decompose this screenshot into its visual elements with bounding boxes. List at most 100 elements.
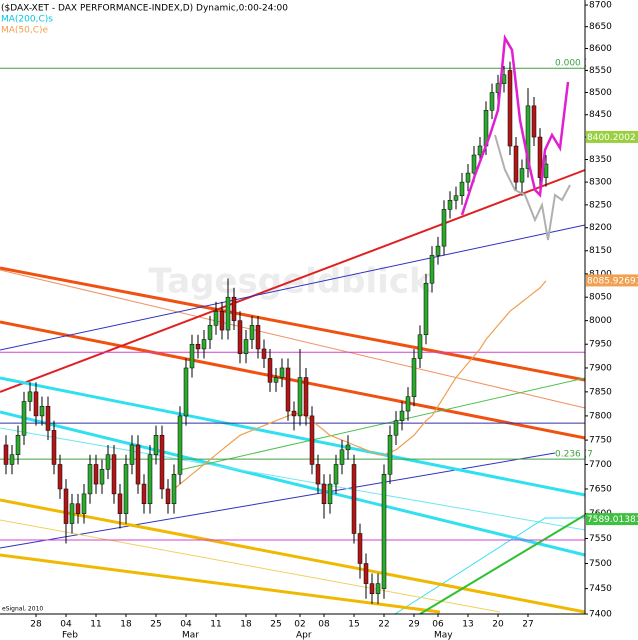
trend-line (0, 269, 586, 409)
candle-body (45, 406, 51, 431)
candle-body (255, 325, 261, 350)
candle-body (447, 200, 453, 210)
y-tick-label: 8600 (589, 44, 612, 54)
candle-body (195, 343, 201, 350)
candle-body (141, 483, 147, 505)
x-tick-label: 20 (492, 620, 504, 630)
candle-body (225, 296, 231, 331)
y-tick-label: 7450 (589, 584, 612, 594)
candle-body (183, 367, 189, 417)
projection-line (460, 34, 570, 216)
candle-body (303, 377, 309, 417)
candle-body (99, 469, 105, 485)
x-tick-label: 25 (150, 620, 161, 630)
candle-body (327, 483, 333, 505)
candle-body (207, 325, 213, 340)
trend-line (0, 266, 586, 382)
month-label: Mar (182, 631, 199, 640)
candle-body (153, 435, 159, 455)
candle-body (333, 464, 339, 485)
candle-body (489, 92, 495, 111)
candle-body (375, 583, 381, 594)
candle-body (159, 435, 165, 490)
x-tick-label: 06 (432, 620, 444, 630)
candle-body (243, 339, 249, 354)
candle-body (171, 473, 177, 505)
candle-body (441, 209, 447, 247)
y-tick-label: 8450 (589, 110, 612, 120)
candle-body (219, 310, 225, 331)
trend-line (0, 410, 586, 557)
trend-line (0, 169, 586, 393)
price-box (586, 274, 638, 287)
candle-body (63, 488, 69, 524)
credit: eSignal, 2010 (2, 606, 43, 613)
candle-body (285, 367, 291, 412)
x-tick-label: 27 (522, 620, 533, 630)
candle-body (189, 343, 195, 369)
price-box-label: 8085.92691 (587, 276, 638, 286)
y-tick-label: 8650 (589, 22, 612, 32)
ma-layer (173, 280, 547, 490)
price-box-label: 7589.01381 (587, 515, 638, 525)
x-tick-label: 18 (240, 620, 252, 630)
y-tick-label: 7750 (589, 436, 612, 446)
candle-body (513, 145, 519, 183)
month-label: Apr (296, 631, 312, 640)
x-tick-label: 04 (60, 620, 72, 630)
candle-body (357, 533, 363, 564)
y-tick-label: 7700 (589, 460, 612, 470)
candle-body (297, 377, 303, 417)
trend-line (0, 376, 586, 497)
trend-line (0, 452, 556, 549)
candle-body (81, 493, 87, 514)
candle-body (465, 172, 471, 183)
x-tick-label: 08 (318, 620, 330, 630)
month-label: Feb (62, 631, 78, 640)
y-tick-label: 7650 (589, 484, 612, 494)
y-tick-label: 7500 (589, 559, 612, 569)
candle-body (69, 503, 75, 524)
candle-body (21, 401, 27, 436)
level-label: 0.236 (7 (555, 450, 593, 460)
trend-line (179, 377, 586, 471)
price-box-label: 8400.2002 (587, 133, 636, 143)
trend-line (0, 224, 586, 351)
candle-body (87, 464, 93, 495)
x-tick-label: 02 (294, 620, 305, 630)
candle-body (387, 435, 393, 475)
candle-body (537, 136, 543, 178)
y-tick-label: 7950 (589, 340, 612, 350)
y-tick-label: 8250 (589, 200, 612, 210)
x-tick-label: 04 (180, 620, 192, 630)
y-tick-label: 8000 (589, 316, 612, 326)
level-layer: 0.000 ( 0.236 (7 (0, 59, 593, 541)
candle-body (147, 454, 153, 505)
candle-body (405, 396, 411, 412)
candle-body (309, 415, 315, 465)
candle-body (267, 358, 273, 383)
y-tick-label: 8700 (589, 1, 612, 11)
candle-body (381, 473, 387, 589)
candle-body (315, 464, 321, 485)
x-tick-label: 11 (90, 620, 101, 630)
y-tick-label: 8050 (589, 293, 612, 303)
candle-body (3, 444, 9, 465)
level-label: 0.000 ( (555, 59, 587, 69)
candle-body (519, 168, 525, 183)
trend-line (0, 519, 501, 613)
candle-body (51, 430, 57, 465)
candle-body (105, 454, 111, 470)
y-tick-label: 8550 (589, 66, 612, 76)
x-tick-label: 15 (348, 620, 359, 630)
candle-body (477, 145, 483, 156)
candle-body (525, 105, 531, 169)
candle-body (291, 410, 297, 417)
candle-body (429, 255, 435, 284)
candle-body (177, 415, 183, 475)
candle-body (435, 245, 441, 256)
x-tick-label: 29 (408, 620, 420, 630)
